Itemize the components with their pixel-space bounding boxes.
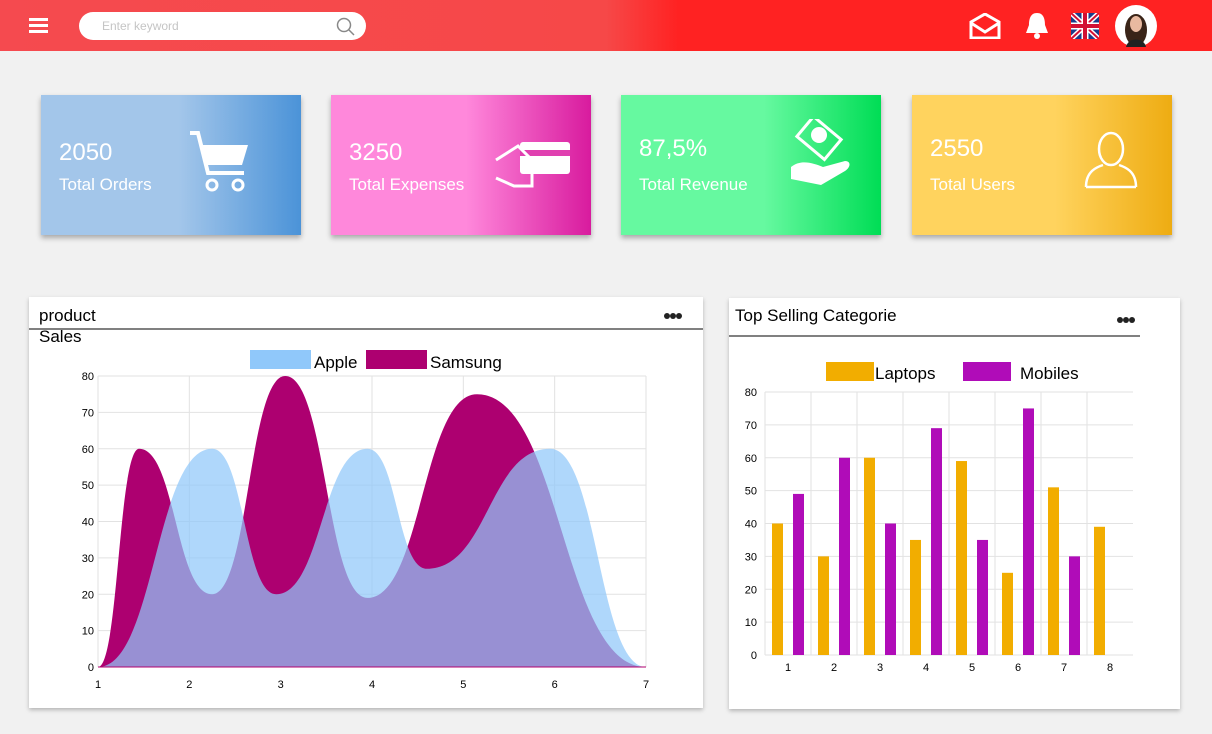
more-icon[interactable] (664, 313, 682, 319)
legend-label: Apple (314, 353, 357, 372)
card-label: Total Orders (59, 175, 152, 194)
y-tick-label: 70 (745, 420, 757, 432)
bar (793, 493, 804, 655)
y-tick-label: 80 (745, 387, 757, 399)
area-chart: product Sales 0 10 20 30 40 50 60 70 80 1 2 3 4 5 6 7 Ap… (29, 306, 703, 691)
x-tick-label: 6 (1015, 662, 1021, 674)
card-value: 2050 (59, 139, 113, 166)
card-orders[interactable]: 2050 Total Orders (41, 95, 301, 235)
x-tick-label: 4 (369, 679, 375, 691)
legend-label: Mobiles (1020, 364, 1079, 383)
flag-icon[interactable] (1071, 13, 1099, 39)
mail-icon[interactable] (969, 13, 1001, 39)
card-label: Total Users (930, 175, 1016, 194)
card-value: 2550 (930, 135, 984, 162)
y-tick-label: 20 (745, 584, 757, 596)
legend-label: Samsung (430, 353, 502, 372)
avatar[interactable] (1114, 4, 1158, 48)
y-tick-label: 40 (82, 517, 94, 529)
x-tick-label: 7 (1061, 662, 1067, 674)
x-tick-label: 6 (552, 679, 558, 691)
card-revenue[interactable]: 87,5% Total Revenue (621, 95, 881, 235)
y-tick-label: 50 (82, 480, 94, 492)
bar (772, 523, 783, 655)
y-tick-label: 40 (745, 519, 757, 531)
title-box: product Sales (39, 306, 96, 346)
bar (1048, 487, 1059, 655)
bar (977, 539, 988, 655)
chart-title: product Sales (39, 306, 96, 346)
search-box[interactable]: Enter keyword (79, 12, 366, 40)
cart-icon (190, 131, 248, 192)
menu-icon[interactable] (29, 18, 49, 34)
y-tick-label: 70 (82, 407, 94, 419)
bar (1094, 526, 1105, 655)
bar (956, 461, 967, 655)
bell-icon[interactable] (1023, 11, 1051, 39)
card-value: 3250 (349, 139, 403, 166)
top-bar: Enter keyword (0, 0, 1212, 51)
card-expenses[interactable]: 3250 Total Expenses (331, 95, 591, 235)
card-value: 87,5% (639, 135, 708, 162)
x-tick-label: 1 (785, 662, 791, 674)
card-label: Total Expenses (349, 175, 465, 194)
sales-panel: product Sales 0 10 20 30 40 50 60 70 80 1 2 3 4 5 6 7 Ap… (29, 297, 703, 708)
legend-swatch (963, 362, 1011, 381)
x-tick-label: 3 (278, 679, 284, 691)
x-tick-label: 2 (831, 662, 837, 674)
y-tick-label: 30 (745, 551, 757, 563)
y-tick-label: 30 (82, 553, 94, 565)
search-placeholder: Enter keyword (102, 19, 179, 33)
legend-swatch (826, 362, 874, 381)
categories-panel: Top Selling Categorie 0 10 20 30 40 50 60 70 80 1… (729, 298, 1180, 709)
x-tick-label: 1 (95, 679, 101, 691)
more-icon[interactable] (1117, 317, 1135, 323)
y-tick-label: 80 (82, 371, 94, 383)
y-tick-label: 60 (82, 444, 94, 456)
card-users[interactable]: 2550 Total Users (912, 95, 1172, 235)
x-tick-label: 5 (969, 662, 975, 674)
bar (1002, 572, 1013, 655)
legend-swatch (250, 350, 311, 369)
legend-swatch (366, 350, 427, 369)
bar (1069, 556, 1080, 655)
y-tick-label: 60 (745, 453, 757, 465)
bar (1023, 408, 1034, 655)
y-tick-label: 50 (745, 486, 757, 498)
x-tick-label: 3 (877, 662, 883, 674)
money-icon (791, 119, 850, 185)
user-icon (1084, 131, 1138, 189)
y-tick-label: 20 (82, 589, 94, 601)
x-tick-label: 7 (643, 679, 649, 691)
legend-label: Laptops (875, 364, 936, 383)
y-tick-label: 10 (82, 626, 94, 638)
chart-title: Top Selling Categorie (735, 306, 897, 325)
card-label: Total Revenue (639, 175, 748, 194)
y-tick-label: 0 (751, 650, 757, 662)
search-icon[interactable] (336, 17, 356, 37)
y-tick-label: 0 (88, 662, 94, 674)
bar (864, 457, 875, 655)
card-icon (495, 142, 570, 188)
x-tick-label: 8 (1107, 662, 1113, 674)
bar (931, 428, 942, 655)
bar (910, 539, 921, 655)
x-tick-label: 5 (460, 679, 466, 691)
bar (885, 523, 896, 655)
bar (839, 457, 850, 655)
area-series (98, 448, 646, 667)
x-tick-label: 4 (923, 662, 929, 674)
y-tick-label: 10 (745, 617, 757, 629)
bar-chart: Top Selling Categorie 0 10 20 30 40 50 60 70 80 1… (729, 306, 1140, 674)
bar (818, 556, 829, 655)
x-tick-label: 2 (186, 679, 192, 691)
